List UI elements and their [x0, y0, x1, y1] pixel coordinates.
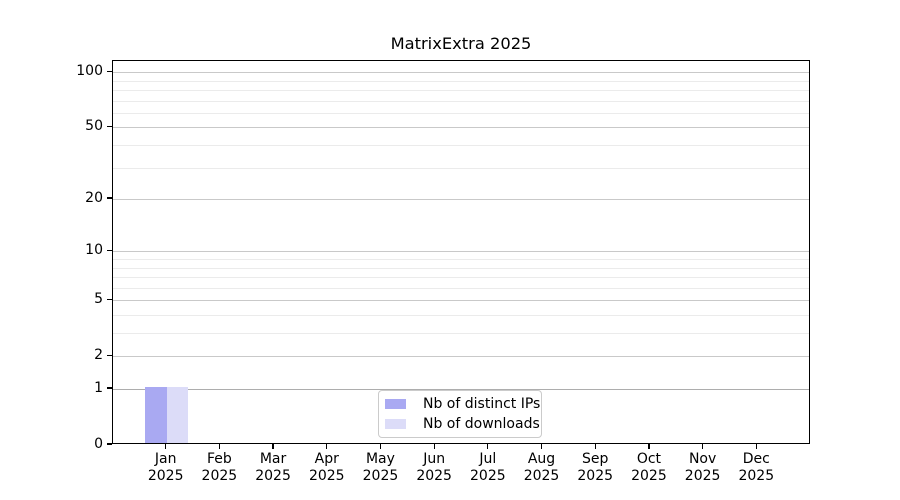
legend-item-downloads: Nb of downloads	[385, 414, 540, 434]
x-tick	[326, 444, 328, 449]
x-tick-label: Aug 2025	[510, 451, 574, 485]
x-tick	[218, 444, 220, 449]
x-tick-month: Feb	[206, 451, 232, 467]
y-tick	[107, 298, 112, 300]
x-tick-label: Feb 2025	[187, 451, 251, 485]
x-tick	[594, 444, 596, 449]
x-tick-label: Jul 2025	[456, 451, 520, 485]
x-tick	[165, 444, 167, 449]
x-tick	[540, 444, 543, 449]
y-tick-label: 10	[85, 242, 103, 259]
x-tick-year: 2025	[362, 468, 399, 484]
legend-swatch-downloads	[385, 419, 406, 429]
x-tick-year: 2025	[308, 468, 345, 484]
y-gridline	[113, 72, 809, 74]
y-gridline	[113, 199, 809, 201]
x-tick-year: 2025	[201, 468, 238, 484]
x-tick-label: Oct 2025	[617, 451, 681, 485]
y-minor-gridline	[113, 277, 809, 279]
legend-swatch-distinct-ips	[385, 399, 406, 409]
y-minor-gridline	[113, 267, 809, 269]
x-tick-month: Sep	[582, 451, 609, 467]
x-tick-month: Jul	[479, 451, 497, 467]
x-tick	[433, 444, 435, 449]
y-minor-gridline	[113, 167, 809, 169]
x-tick-month: Mar	[259, 451, 287, 467]
y-tick-label: 20	[85, 190, 103, 207]
x-tick-label: Dec 2025	[724, 451, 788, 485]
x-tick-year: 2025	[684, 468, 721, 484]
x-tick-label: Sep 2025	[563, 451, 627, 485]
y-tick-label: 50	[85, 118, 103, 135]
legend: Nb of distinct IPs Nb of downloads	[378, 390, 542, 438]
y-gridline	[113, 251, 809, 253]
y-tick-label: 1	[94, 380, 103, 396]
x-tick	[487, 444, 489, 449]
x-tick-year: 2025	[523, 468, 560, 484]
x-tick-month: Jan	[154, 451, 177, 467]
y-tick	[107, 249, 112, 251]
x-tick-label: Mar 2025	[241, 451, 305, 485]
y-minor-gridline	[113, 90, 809, 91]
plot-area: Nb of distinct IPs Nb of downloads	[112, 60, 810, 444]
x-tick-year: 2025	[631, 468, 667, 484]
legend-item-distinct-ips: Nb of distinct IPs	[385, 394, 540, 414]
y-gridline	[113, 300, 809, 302]
x-tick-year: 2025	[147, 468, 184, 484]
y-tick-label: 0	[94, 436, 103, 452]
legend-label-distinct-ips: Nb of distinct IPs	[423, 396, 541, 412]
x-tick	[272, 444, 274, 449]
x-tick-year: 2025	[738, 468, 775, 484]
x-tick	[379, 444, 382, 449]
y-gridline	[113, 127, 809, 129]
y-tick	[107, 197, 112, 199]
bar-downloads	[166, 387, 189, 443]
x-tick-label: May 2025	[348, 451, 412, 485]
x-tick-label: Jan 2025	[134, 451, 198, 485]
x-tick-month: Aug	[527, 451, 556, 467]
x-tick-month: Oct	[636, 451, 662, 467]
y-tick	[107, 125, 112, 127]
x-tick-month: Dec	[742, 451, 770, 467]
y-tick-label: 2	[94, 347, 103, 364]
x-tick-label: Nov 2025	[671, 451, 735, 485]
y-minor-gridline	[113, 258, 809, 260]
y-gridline	[113, 389, 809, 390]
y-tick-label: 100	[76, 63, 103, 80]
y-tick-label: 5	[94, 291, 103, 308]
x-tick-month: Nov	[688, 451, 717, 467]
y-minor-gridline	[113, 112, 809, 114]
x-tick-year: 2025	[470, 468, 506, 484]
y-tick	[107, 70, 112, 72]
bar-distinct-ips	[145, 387, 167, 443]
y-minor-gridline	[113, 314, 809, 316]
y-minor-gridline	[113, 80, 809, 82]
legend-label-downloads: Nb of downloads	[423, 416, 540, 432]
y-tick	[107, 443, 112, 445]
x-tick	[648, 444, 650, 449]
x-tick-year: 2025	[577, 468, 614, 484]
x-tick-month: Jun	[423, 451, 446, 467]
x-tick-label: Jun 2025	[402, 451, 466, 485]
y-minor-gridline	[113, 287, 809, 289]
y-gridline	[113, 356, 809, 358]
y-tick	[107, 354, 112, 356]
x-tick-month: Apr	[314, 451, 339, 467]
chart-title: MatrixExtra 2025	[390, 34, 532, 53]
x-tick-label: Apr 2025	[295, 451, 359, 485]
x-tick-month: May	[365, 451, 395, 467]
y-tick	[107, 387, 112, 389]
x-tick	[702, 444, 704, 449]
y-minor-gridline	[113, 100, 809, 102]
y-minor-gridline	[113, 145, 809, 146]
x-tick	[755, 444, 757, 449]
y-minor-gridline	[113, 333, 809, 334]
x-tick-year: 2025	[255, 468, 291, 484]
x-tick-year: 2025	[416, 468, 452, 484]
